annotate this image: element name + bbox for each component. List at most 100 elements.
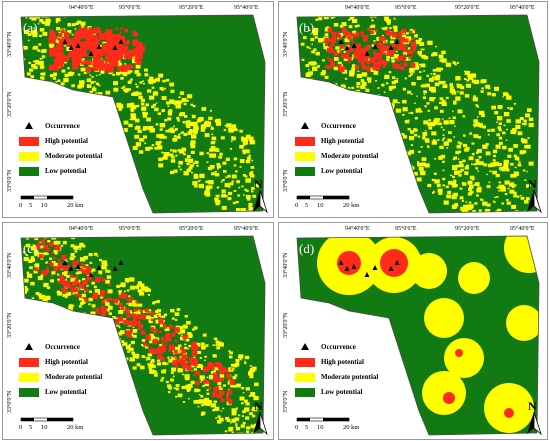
moderate-potential-cell <box>142 111 146 115</box>
moderate-potential-cell <box>80 302 84 305</box>
moderate-potential-cell <box>74 250 78 253</box>
moderate-potential-cell <box>179 133 182 135</box>
moderate-potential-cell <box>452 184 456 188</box>
moderate-potential-cell <box>178 160 183 165</box>
moderate-potential-cell <box>334 57 339 61</box>
north-label: N <box>254 177 263 191</box>
occurrence-marker <box>62 260 68 265</box>
high-potential-cell <box>84 288 89 292</box>
moderate-potential-cell <box>239 358 242 361</box>
moderate-potential-cell <box>245 430 250 434</box>
moderate-potential-cell <box>457 109 463 114</box>
moderate-potential-cell <box>308 61 312 65</box>
moderate-potential-cell <box>28 61 31 64</box>
map-panel-c: (c) 94°40'0"E 95°0'0"E 95°20'0"E 95°40'0"E 33… <box>2 222 274 440</box>
moderate-potential-cell <box>356 73 362 78</box>
moderate-potential-cell <box>241 402 244 405</box>
panel-label: (c) <box>23 241 38 256</box>
moderate-potential-cell <box>470 73 477 78</box>
moderate-potential-cell <box>105 302 110 306</box>
moderate-potential-cell <box>161 89 164 91</box>
moderate-potential-cell <box>71 84 75 88</box>
high-potential-cell <box>403 58 406 62</box>
moderate-potential-cell <box>242 151 246 155</box>
moderate-potential-cell <box>321 95 326 99</box>
high-potential-cell <box>220 398 225 403</box>
moderate-potential-cell <box>323 92 326 94</box>
moderate-potential-cell <box>311 50 315 54</box>
high-potential-cell <box>115 54 121 60</box>
moderate-potential-cell <box>83 255 88 260</box>
moderate-potential-cell <box>192 162 195 165</box>
moderate-potential-cell <box>254 397 257 399</box>
high-potential-cell <box>126 294 129 297</box>
moderate-potential-cell <box>214 141 216 143</box>
moderate-potential-cell <box>162 79 166 83</box>
moderate-potential-cell <box>221 205 227 210</box>
moderate-potential-cell <box>495 210 501 213</box>
moderate-potential-cell <box>135 285 139 289</box>
high-potential-cell <box>113 298 118 304</box>
moderate-potential-cell <box>33 45 38 50</box>
moderate-potential-cell <box>199 364 204 368</box>
moderate-potential-cell <box>503 162 507 165</box>
moderate-potential-cell <box>158 133 164 138</box>
legend-item-high: High potential <box>19 358 129 368</box>
moderate-potential-cell <box>330 118 334 121</box>
high-potential-cell <box>395 64 401 69</box>
moderate-potential-cell <box>376 9 378 11</box>
moderate-potential-cell <box>498 122 502 125</box>
occurrence-marker <box>372 44 378 49</box>
high-potential-cell <box>330 37 336 44</box>
moderate-potential-cell <box>423 93 426 96</box>
moderate-potential-cell <box>441 101 447 106</box>
high-potential-cell <box>213 386 219 392</box>
moderate-potential-cell <box>464 148 469 152</box>
moderate-potential-cell <box>420 170 426 176</box>
moderate-potential-cell <box>232 376 237 380</box>
moderate-potential-cell <box>50 279 54 283</box>
moderate-potential-cell <box>371 44 376 47</box>
moderate-potential-cell <box>440 101 444 104</box>
moderate-potential-cell <box>464 166 469 170</box>
moderate-potential-cell <box>170 149 173 152</box>
moderate-potential-cell <box>254 438 256 440</box>
moderate-potential-cell <box>196 164 199 167</box>
moderate-potential-cell <box>202 333 207 337</box>
moderate-potential-cell <box>401 41 406 45</box>
moderate-potential-cell <box>435 45 437 48</box>
high-potential-cell <box>118 302 123 307</box>
moderate-potential-cell <box>126 281 129 283</box>
moderate-potential-cell <box>73 323 79 328</box>
panel-label: (a) <box>23 20 38 35</box>
high-potential-cell <box>208 386 212 390</box>
moderate-potential-cell <box>217 119 221 122</box>
high-potential-cell <box>377 58 383 64</box>
high-potential-cell <box>74 279 79 284</box>
moderate-potential-cell <box>346 115 349 118</box>
moderate-potential-cell <box>321 98 324 101</box>
high-potential-cell <box>159 317 162 320</box>
moderate-potential-cell <box>469 184 474 189</box>
legend-swatch <box>295 358 315 367</box>
moderate-potential-cell <box>120 70 125 75</box>
moderate-potential-cell <box>449 83 453 86</box>
high-potential-cell <box>369 57 375 63</box>
scale-label: 10 <box>317 202 324 209</box>
moderate-potential-cell <box>139 291 145 296</box>
moderate-potential-cell <box>121 87 124 89</box>
moderate-potential-cell <box>93 86 96 88</box>
moderate-potential-cell <box>42 80 46 83</box>
moderate-potential-cell <box>29 16 33 20</box>
moderate-potential-cell <box>193 400 198 404</box>
moderate-potential-cell <box>318 101 322 105</box>
moderate-potential-cell <box>306 72 312 77</box>
moderate-potential-cell <box>452 61 456 64</box>
moderate-potential-cell <box>170 170 175 175</box>
moderate-potential-cell <box>231 180 234 183</box>
moderate-potential-zone <box>424 298 464 338</box>
moderate-potential-cell <box>32 29 37 34</box>
scale-bar: 0 5 10 20 km <box>295 416 365 436</box>
moderate-potential-cell <box>198 344 201 347</box>
latitude-label: 33°40'0"N <box>283 31 289 57</box>
